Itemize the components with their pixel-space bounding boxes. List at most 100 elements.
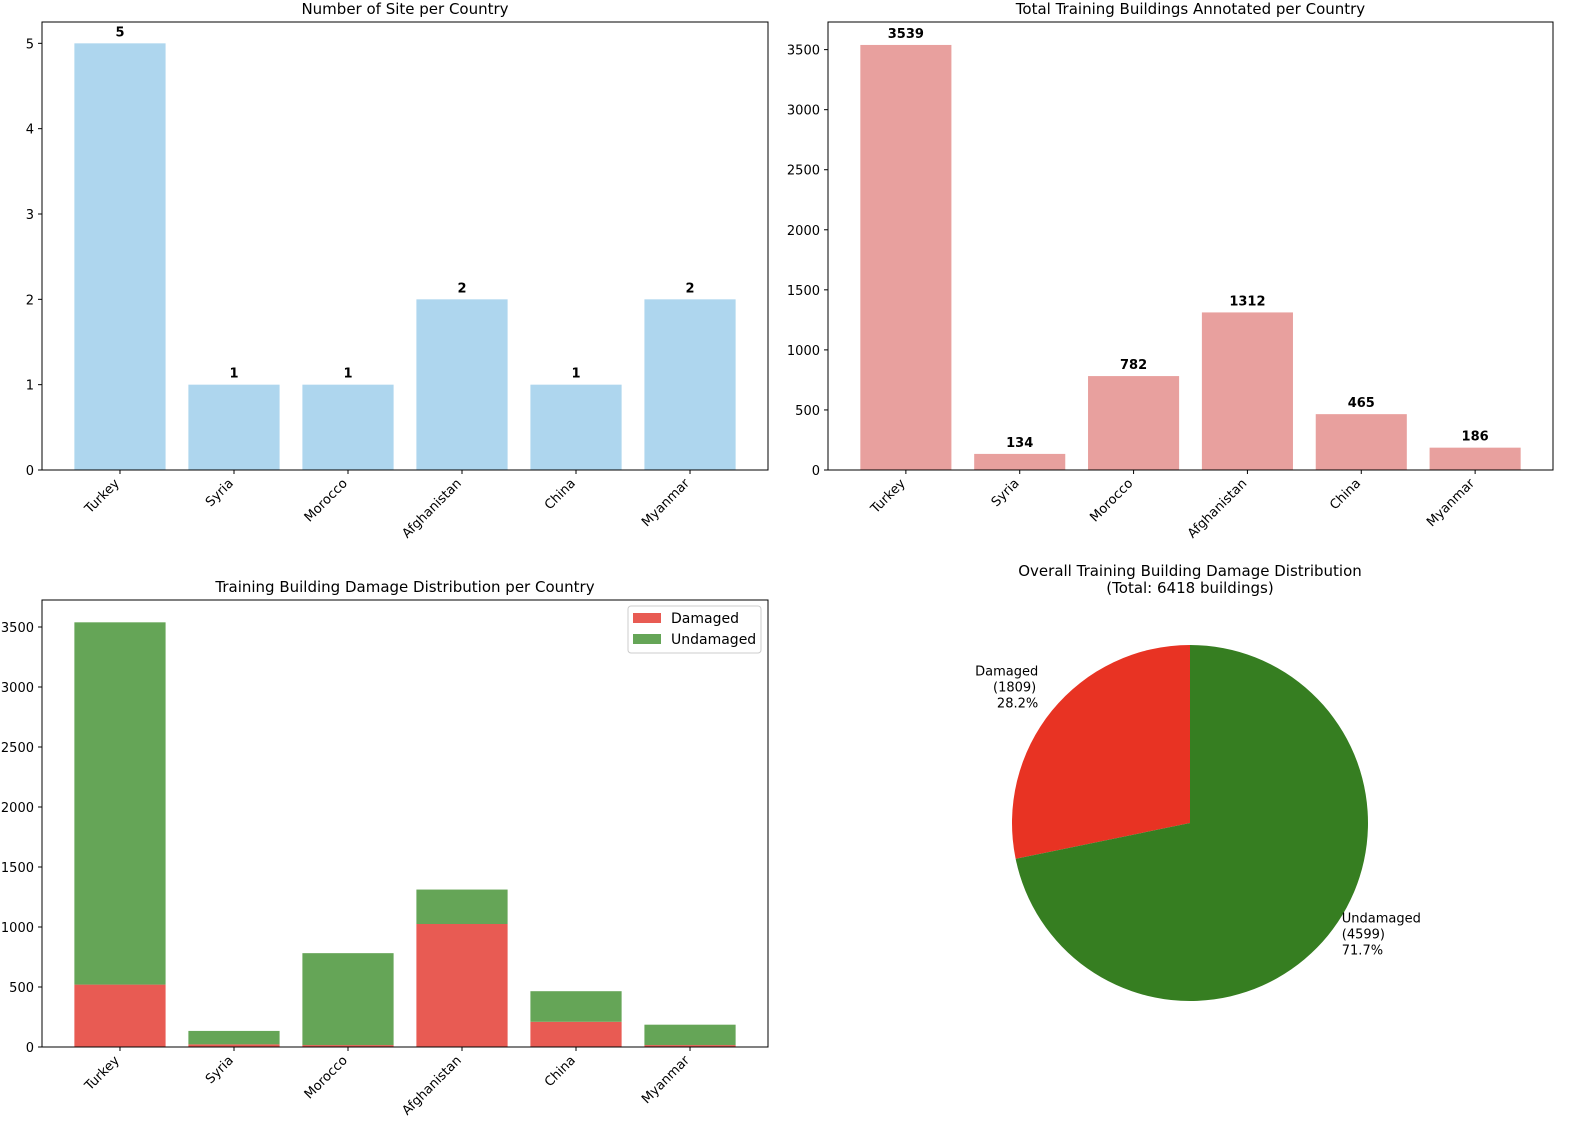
- pie-label-pct: 28.2%: [997, 696, 1038, 711]
- data-label: 1: [571, 367, 580, 382]
- y-tick-label: 0: [26, 464, 34, 479]
- y-tick-label: 3500: [787, 44, 820, 59]
- y-tick-label: 1000: [1, 921, 34, 936]
- x-tick-label: Syria: [989, 476, 1023, 510]
- legend-swatch-damaged: [633, 613, 661, 623]
- x-tick-label: Turkey: [82, 1053, 123, 1094]
- y-tick-label: 0: [26, 1041, 34, 1056]
- data-label: 186: [1462, 430, 1489, 445]
- bar-damaged-china: [530, 1021, 622, 1047]
- pie-label-count: (1809): [993, 680, 1036, 695]
- bar-damaged-morocco: [302, 1045, 394, 1047]
- x-tick-label: Turkey: [867, 476, 908, 517]
- pie-label-undamaged: Undamaged(4599)71.7%: [1342, 912, 1421, 959]
- x-tick-label: Myanmar: [639, 476, 693, 530]
- data-label: 2: [685, 281, 694, 296]
- axes-frame: [827, 21, 1554, 471]
- y-tick-label: 3500: [1, 621, 34, 636]
- x-tick-label: Morocco: [1087, 476, 1136, 525]
- chart-title: Training Building Damage Distribution pe…: [214, 578, 594, 596]
- chart-0: Number of Site per Country 5 1 1 2 1 2 0 1 2 3 4 5 Tu…: [26, 0, 769, 542]
- y-tick-label: 3000: [787, 104, 820, 119]
- x-tick-label: Syria: [203, 1053, 237, 1087]
- x-tick-label: China: [542, 1053, 579, 1090]
- chart-2: Training Building Damage Distribution pe…: [1, 578, 769, 1119]
- y-tick-label: 2: [26, 293, 34, 308]
- bar-china: [1315, 414, 1407, 470]
- x-tick-label: Afghanistan: [400, 476, 465, 541]
- bar-morocco: [302, 384, 394, 470]
- y-tick-label: 500: [795, 404, 820, 419]
- x-tick-label: Turkey: [82, 476, 123, 517]
- bar-myanmar: [1429, 447, 1521, 470]
- y-tick-label: 2000: [1, 801, 34, 816]
- y-tick-label: 2500: [1, 741, 34, 756]
- bar-undamaged-morocco: [302, 953, 394, 1046]
- y-tick-label: 5: [26, 37, 34, 52]
- data-label: 2: [457, 281, 466, 296]
- pie-label-name: Damaged: [975, 664, 1038, 679]
- bar-syria: [188, 384, 280, 470]
- x-tick-label: Syria: [203, 476, 237, 510]
- bar-turkey: [860, 44, 952, 470]
- x-tick-label: Myanmar: [639, 1053, 693, 1107]
- y-tick-label: 2500: [787, 164, 820, 179]
- axes-frame: [41, 599, 769, 1048]
- chart-title: Number of Site per Country: [301, 0, 508, 18]
- legend-frame: [627, 605, 762, 654]
- y-tick-label: 3: [26, 208, 34, 223]
- y-tick-label: 4: [26, 123, 34, 138]
- chart-title: Total Training Buildings Annotated per C…: [1015, 0, 1366, 18]
- y-tick-label: 1500: [1, 861, 34, 876]
- data-label: 1: [229, 367, 238, 382]
- bar-undamaged-syria: [188, 1030, 280, 1045]
- pie-slice-damaged: [1011, 645, 1190, 859]
- bar-afghanistan: [416, 299, 508, 470]
- data-label: 134: [1006, 436, 1033, 451]
- x-tick-label: Afghanistan: [1185, 476, 1250, 541]
- y-tick-label: 1000: [787, 344, 820, 359]
- pie-label-damaged: Damaged(1809)28.2%: [975, 664, 1038, 711]
- x-tick-label: Morocco: [302, 1053, 351, 1102]
- bar-undamaged-afghanistan: [416, 889, 508, 924]
- data-label: 5: [115, 25, 124, 40]
- bar-turkey: [74, 43, 166, 470]
- chart-subtitle: (Total: 6418 buildings): [1106, 579, 1273, 597]
- pie-label-name: Undamaged: [1342, 912, 1421, 927]
- pie-slice-undamaged: [1015, 645, 1368, 1002]
- bar-damaged-myanmar: [644, 1045, 736, 1047]
- bar-morocco: [1088, 376, 1180, 470]
- y-tick-label: 3000: [1, 681, 34, 696]
- axes-frame: [41, 21, 769, 471]
- x-tick-label: Afghanistan: [400, 1053, 465, 1118]
- data-label: 465: [1348, 396, 1375, 411]
- data-label: 1: [343, 367, 352, 382]
- bar-myanmar: [644, 299, 736, 470]
- bar-damaged-turkey: [74, 984, 166, 1047]
- legend-label: Undamaged: [671, 632, 756, 648]
- bar-damaged-syria: [188, 1044, 280, 1047]
- bar-syria: [974, 453, 1066, 470]
- chart-3: Overall Training Building Damage Distrib…: [975, 562, 1421, 1002]
- data-label: 782: [1120, 358, 1147, 373]
- y-tick-label: 1: [26, 379, 34, 394]
- x-tick-label: Morocco: [302, 476, 351, 525]
- bar-undamaged-myanmar: [644, 1024, 736, 1046]
- bar-damaged-afghanistan: [416, 924, 508, 1047]
- pie-label-pct: 71.7%: [1342, 944, 1383, 959]
- chart-1: Total Training Buildings Annotated per C…: [787, 0, 1554, 542]
- legend-swatch-undamaged: [633, 634, 661, 644]
- x-tick-label: China: [542, 476, 579, 513]
- bar-afghanistan: [1201, 312, 1293, 470]
- y-tick-label: 0: [812, 464, 820, 479]
- y-tick-label: 500: [9, 981, 34, 996]
- x-tick-label: China: [1327, 476, 1364, 513]
- legend: Damaged Undamaged: [627, 605, 762, 654]
- chart-title: Overall Training Building Damage Distrib…: [1018, 562, 1362, 580]
- y-tick-label: 1500: [787, 284, 820, 299]
- bar-undamaged-turkey: [74, 622, 166, 985]
- y-tick-label: 2000: [787, 224, 820, 239]
- pie-label-count: (4599): [1342, 928, 1385, 943]
- bar-china: [530, 384, 622, 470]
